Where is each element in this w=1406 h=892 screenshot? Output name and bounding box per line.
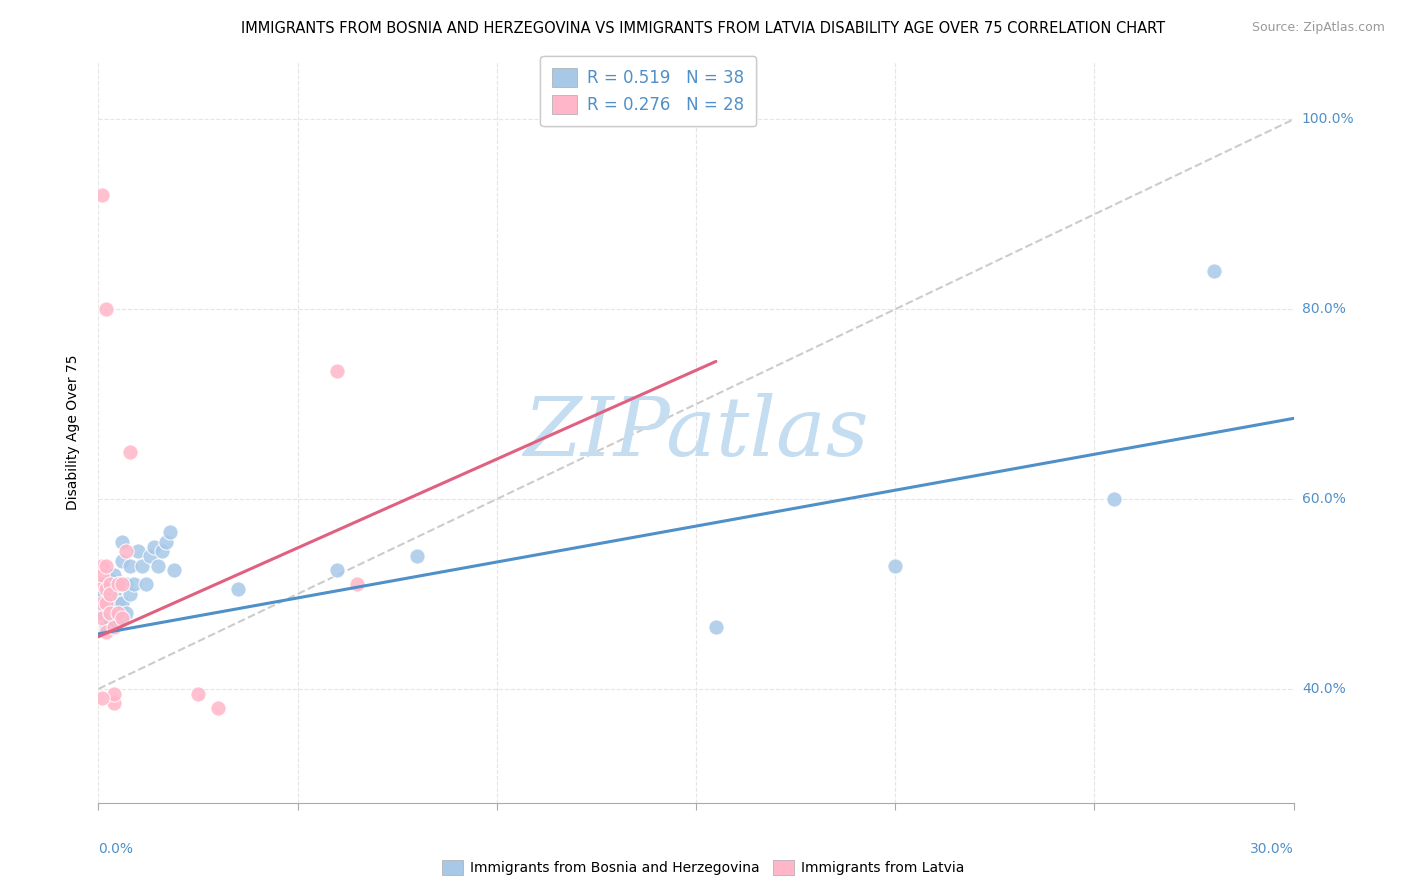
Legend: Immigrants from Bosnia and Herzegovina, Immigrants from Latvia: Immigrants from Bosnia and Herzegovina, … <box>436 855 970 880</box>
Point <box>103 568 125 582</box>
Point <box>107 611 129 625</box>
Point <box>91 188 114 202</box>
Text: 80.0%: 80.0% <box>1302 302 1346 317</box>
Point <box>120 587 142 601</box>
Point <box>111 577 134 591</box>
Text: IMMIGRANTS FROM BOSNIA AND HERZEGOVINA VS IMMIGRANTS FROM LATVIA DISABILITY AGE : IMMIGRANTS FROM BOSNIA AND HERZEGOVINA V… <box>240 21 1166 36</box>
Point <box>326 563 349 577</box>
Point <box>139 549 162 563</box>
Point <box>96 302 118 317</box>
Text: 100.0%: 100.0% <box>1302 112 1354 127</box>
Point <box>159 525 181 540</box>
Point <box>406 549 429 563</box>
Point <box>111 597 134 611</box>
Point <box>91 611 114 625</box>
Point <box>111 611 134 625</box>
Legend: R = 0.519   N = 38, R = 0.276   N = 28: R = 0.519 N = 38, R = 0.276 N = 28 <box>540 56 756 126</box>
Point <box>96 582 118 597</box>
Point <box>91 597 114 611</box>
Point <box>98 606 122 620</box>
Point <box>107 597 129 611</box>
Point <box>115 606 138 620</box>
Text: 40.0%: 40.0% <box>1302 681 1346 696</box>
Point <box>91 691 114 706</box>
Point <box>326 364 349 378</box>
Point <box>96 597 118 611</box>
Point <box>120 444 142 458</box>
Point <box>127 544 149 558</box>
Point <box>884 558 907 573</box>
Point <box>96 577 118 591</box>
Point <box>91 568 114 582</box>
Point <box>98 577 122 591</box>
Point <box>120 558 142 573</box>
Point <box>98 573 122 587</box>
Point <box>96 620 118 634</box>
Point <box>131 558 153 573</box>
Point <box>103 620 125 634</box>
Point <box>1202 264 1225 278</box>
Point <box>226 582 249 597</box>
Point <box>148 558 170 573</box>
Point <box>103 696 125 710</box>
Point <box>187 687 209 701</box>
Text: 30.0%: 30.0% <box>1250 842 1294 855</box>
Point <box>98 587 122 601</box>
Point <box>704 620 727 634</box>
Point <box>91 587 114 601</box>
Point <box>96 558 118 573</box>
Point <box>135 577 157 591</box>
Point <box>107 577 129 591</box>
Y-axis label: Disability Age Over 75: Disability Age Over 75 <box>66 355 80 510</box>
Point <box>107 606 129 620</box>
Point <box>143 540 166 554</box>
Point <box>150 544 173 558</box>
Point <box>91 606 114 620</box>
Point <box>124 577 146 591</box>
Point <box>111 534 134 549</box>
Point <box>103 687 125 701</box>
Point <box>103 587 125 601</box>
Point <box>98 615 122 630</box>
Point <box>111 577 134 591</box>
Point <box>163 563 186 577</box>
Point <box>98 597 122 611</box>
Point <box>91 577 114 591</box>
Point <box>111 554 134 568</box>
Point <box>346 577 368 591</box>
Text: 60.0%: 60.0% <box>1302 492 1346 506</box>
Point <box>115 577 138 591</box>
Point <box>155 534 177 549</box>
Point <box>107 577 129 591</box>
Text: Source: ZipAtlas.com: Source: ZipAtlas.com <box>1251 21 1385 34</box>
Point <box>91 558 114 573</box>
Point <box>207 701 229 715</box>
Point <box>96 624 118 639</box>
Point <box>1104 491 1126 506</box>
Point <box>115 544 138 558</box>
Text: 0.0%: 0.0% <box>98 842 134 855</box>
Text: ZIPatlas: ZIPatlas <box>523 392 869 473</box>
